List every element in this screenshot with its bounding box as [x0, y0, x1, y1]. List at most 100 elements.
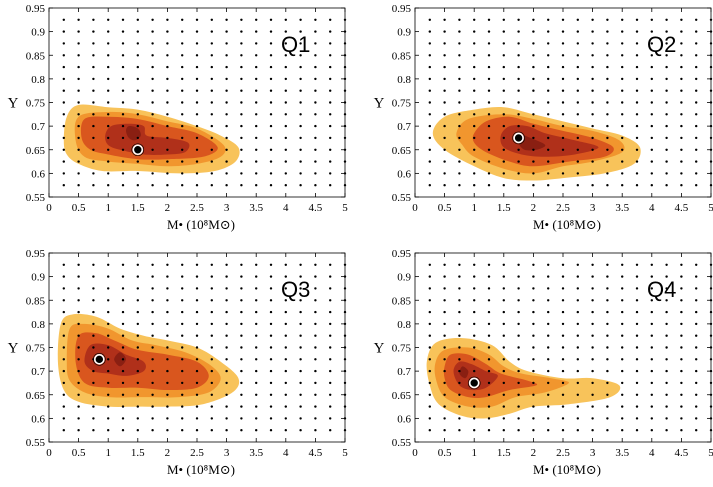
- grid-point: [665, 299, 668, 302]
- grid-point: [181, 358, 184, 361]
- grid-point: [443, 405, 446, 408]
- grid-point: [547, 369, 550, 373]
- grid-point: [487, 148, 491, 151]
- grid-point: [329, 18, 332, 21]
- grid-point: [665, 136, 668, 140]
- grid-point: [635, 89, 639, 92]
- grid-point: [680, 77, 683, 81]
- grid-point: [576, 184, 579, 187]
- x-tick-label: 1: [105, 447, 111, 459]
- x-axis-label: M• (10⁸M⊙): [167, 462, 235, 477]
- grid-point: [151, 101, 154, 104]
- grid-point: [269, 30, 273, 33]
- grid-point: [255, 322, 258, 326]
- grid-point: [62, 263, 65, 266]
- grid-point: [547, 405, 550, 408]
- grid-point: [195, 148, 199, 151]
- grid-point: [458, 18, 461, 21]
- grid-point: [458, 299, 461, 302]
- grid-point: [269, 429, 273, 432]
- grid-point: [547, 275, 550, 278]
- grid-point: [680, 322, 683, 326]
- grid-point: [92, 18, 95, 21]
- y-axis-label: Υ: [374, 96, 385, 112]
- grid-point: [487, 322, 491, 326]
- grid-point: [166, 160, 169, 163]
- grid-point: [695, 184, 698, 187]
- best-fit-marker: [132, 144, 144, 156]
- grid-point: [547, 393, 550, 396]
- grid-point: [77, 346, 80, 349]
- grid-point: [181, 184, 184, 187]
- grid-point: [591, 263, 594, 266]
- grid-point: [443, 136, 446, 140]
- grid-point: [240, 89, 243, 92]
- grid-point: [443, 299, 446, 302]
- grid-point: [428, 65, 431, 69]
- grid-point: [487, 124, 491, 128]
- grid-point: [621, 65, 624, 69]
- grid-point: [502, 54, 505, 57]
- grid-point: [650, 417, 653, 420]
- grid-point: [210, 346, 213, 349]
- grid-point: [635, 77, 639, 81]
- grid-point: [680, 334, 683, 337]
- grid-point: [181, 113, 184, 116]
- grid-point: [136, 18, 139, 21]
- grid-point: [487, 30, 491, 33]
- grid-point: [329, 101, 332, 104]
- x-tick-label: 5: [342, 202, 348, 214]
- grid-point: [561, 54, 565, 57]
- grid-point: [473, 369, 476, 373]
- grid-point: [151, 148, 154, 151]
- grid-point: [240, 113, 243, 116]
- grid-point: [665, 42, 668, 45]
- grid-point: [107, 369, 110, 373]
- x-tick-label: 3.5: [249, 447, 263, 459]
- grid-point: [314, 275, 317, 278]
- grid-point: [195, 381, 199, 385]
- grid-point: [210, 124, 213, 128]
- grid-point: [92, 429, 95, 432]
- grid-point: [77, 113, 80, 116]
- grid-point: [284, 136, 287, 140]
- grid-point: [443, 172, 446, 175]
- grid-point: [591, 136, 594, 140]
- grid-point: [107, 275, 110, 278]
- grid-point: [121, 89, 125, 92]
- grid-point: [240, 263, 243, 266]
- grid-point: [77, 160, 80, 163]
- grid-point: [680, 172, 683, 175]
- grid-point: [428, 346, 431, 349]
- grid-point: [151, 184, 154, 187]
- grid-point: [269, 275, 273, 278]
- grid-point: [561, 346, 565, 349]
- grid-point: [561, 417, 565, 420]
- grid-point: [576, 160, 579, 163]
- grid-point: [107, 287, 110, 290]
- grid-point: [487, 263, 491, 266]
- grid-point: [62, 287, 65, 290]
- grid-point: [532, 417, 535, 420]
- grid-point: [166, 136, 169, 140]
- grid-point: [591, 42, 594, 45]
- grid-point: [665, 18, 668, 21]
- grid-point: [269, 54, 273, 57]
- y-tick-label: 0.95: [392, 248, 412, 260]
- grid-point: [151, 299, 154, 302]
- grid-point: [502, 101, 505, 104]
- x-axis-label: M• (10⁸M⊙): [533, 462, 601, 477]
- grid-point: [532, 334, 535, 337]
- grid-point: [502, 172, 505, 175]
- grid-point: [502, 429, 505, 432]
- y-axis-label: Υ: [8, 341, 19, 357]
- grid-point: [606, 77, 609, 81]
- grid-point: [443, 429, 446, 432]
- grid-point: [225, 136, 228, 140]
- grid-point: [635, 334, 639, 337]
- grid-point: [532, 160, 535, 163]
- x-tick-label: 4: [283, 202, 289, 214]
- grid-point: [329, 172, 332, 175]
- grid-point: [284, 381, 287, 385]
- contours: [432, 106, 641, 181]
